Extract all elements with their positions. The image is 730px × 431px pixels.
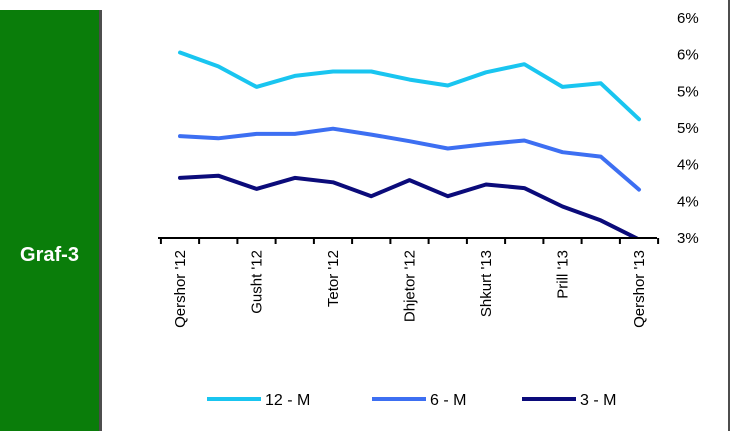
legend-label: 12 - M bbox=[265, 392, 310, 409]
series-line-3-m bbox=[178, 173, 641, 239]
x-tick-label: Qershor '13 bbox=[631, 250, 648, 328]
x-tick-label: Prill '13 bbox=[555, 250, 572, 299]
series-points-6-m bbox=[179, 128, 640, 190]
y-tick-label: 6% bbox=[677, 47, 699, 64]
y-axis-ticks: 3% 4% 4% 5% 5% 6% 6% bbox=[677, 10, 699, 247]
frame-right-border bbox=[728, 0, 730, 431]
y-tick-label: 4% bbox=[677, 193, 699, 210]
x-tick-label: Dhjetor '12 bbox=[402, 250, 419, 322]
legend-label: 6 - M bbox=[430, 392, 466, 409]
legend-label: 3 - M bbox=[580, 392, 616, 409]
series-lines bbox=[178, 50, 641, 239]
series-line-12-m bbox=[178, 50, 641, 122]
x-tick-label: Qershor '12 bbox=[172, 250, 189, 328]
y-tick-label: 3% bbox=[677, 230, 699, 247]
series-points-3-m bbox=[179, 175, 601, 221]
series-points-12-m bbox=[179, 52, 640, 120]
y-tick-label: 6% bbox=[677, 10, 699, 27]
y-tick-label: 4% bbox=[677, 157, 699, 174]
x-axis-ticks: Qershor '12 Gusht '12 Tetor '12 Dhjetor '12… bbox=[172, 250, 648, 328]
y-tick-label: 5% bbox=[677, 83, 699, 100]
x-tick-label: Shkurt '13 bbox=[478, 250, 495, 317]
frame-left-border bbox=[99, 10, 102, 431]
side-panel bbox=[0, 10, 99, 431]
legend-item-12-m: 12 - M bbox=[207, 392, 310, 409]
y-tick-label: 5% bbox=[677, 120, 699, 137]
legend: 12 - M 6 - M 3 - M bbox=[207, 392, 616, 409]
legend-item-3-m: 3 - M bbox=[522, 392, 616, 409]
x-axis bbox=[158, 237, 660, 244]
x-tick-label: Gusht '12 bbox=[249, 250, 266, 314]
x-tick-label: Tetor '12 bbox=[325, 250, 342, 307]
legend-item-6-m: 6 - M bbox=[372, 392, 466, 409]
chart-number-label: Graf-3 bbox=[20, 244, 79, 266]
